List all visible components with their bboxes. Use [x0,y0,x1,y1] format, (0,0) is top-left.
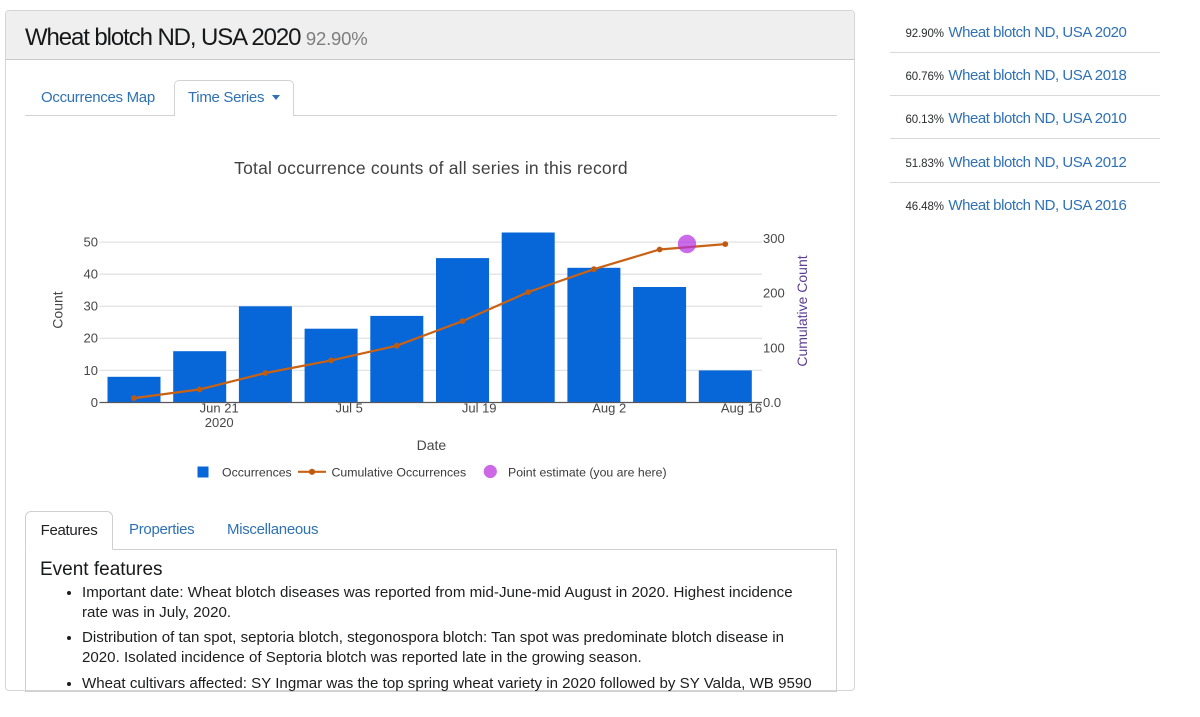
svg-text:Total occurrence counts of all: Total occurrence counts of all series in… [234,158,628,178]
svg-text:Jul 19: Jul 19 [462,401,497,416]
svg-text:2020: 2020 [205,415,234,430]
svg-text:100: 100 [763,340,785,355]
svg-text:Jun 21: Jun 21 [200,401,239,416]
svg-text:0.0: 0.0 [763,395,781,410]
svg-text:0: 0 [91,395,98,410]
svg-text:30: 30 [84,299,98,314]
svg-text:Date: Date [417,437,447,453]
svg-text:Count: Count [50,291,66,328]
svg-text:40: 40 [84,267,98,282]
svg-text:20: 20 [84,331,98,346]
svg-text:300: 300 [763,231,785,246]
svg-text:10: 10 [84,363,98,378]
svg-text:200: 200 [763,286,785,301]
svg-text:Jul 5: Jul 5 [335,401,362,416]
svg-text:Aug 2: Aug 2 [592,401,626,416]
svg-text:Point estimate (you are here): Point estimate (you are here) [508,466,667,480]
svg-text:Cumulative Occurrences: Cumulative Occurrences [332,466,467,480]
svg-text:50: 50 [84,235,98,250]
svg-text:Cumulative Count: Cumulative Count [794,255,810,366]
svg-text:Aug 16: Aug 16 [721,401,762,416]
svg-text:Occurrences: Occurrences [222,466,292,480]
